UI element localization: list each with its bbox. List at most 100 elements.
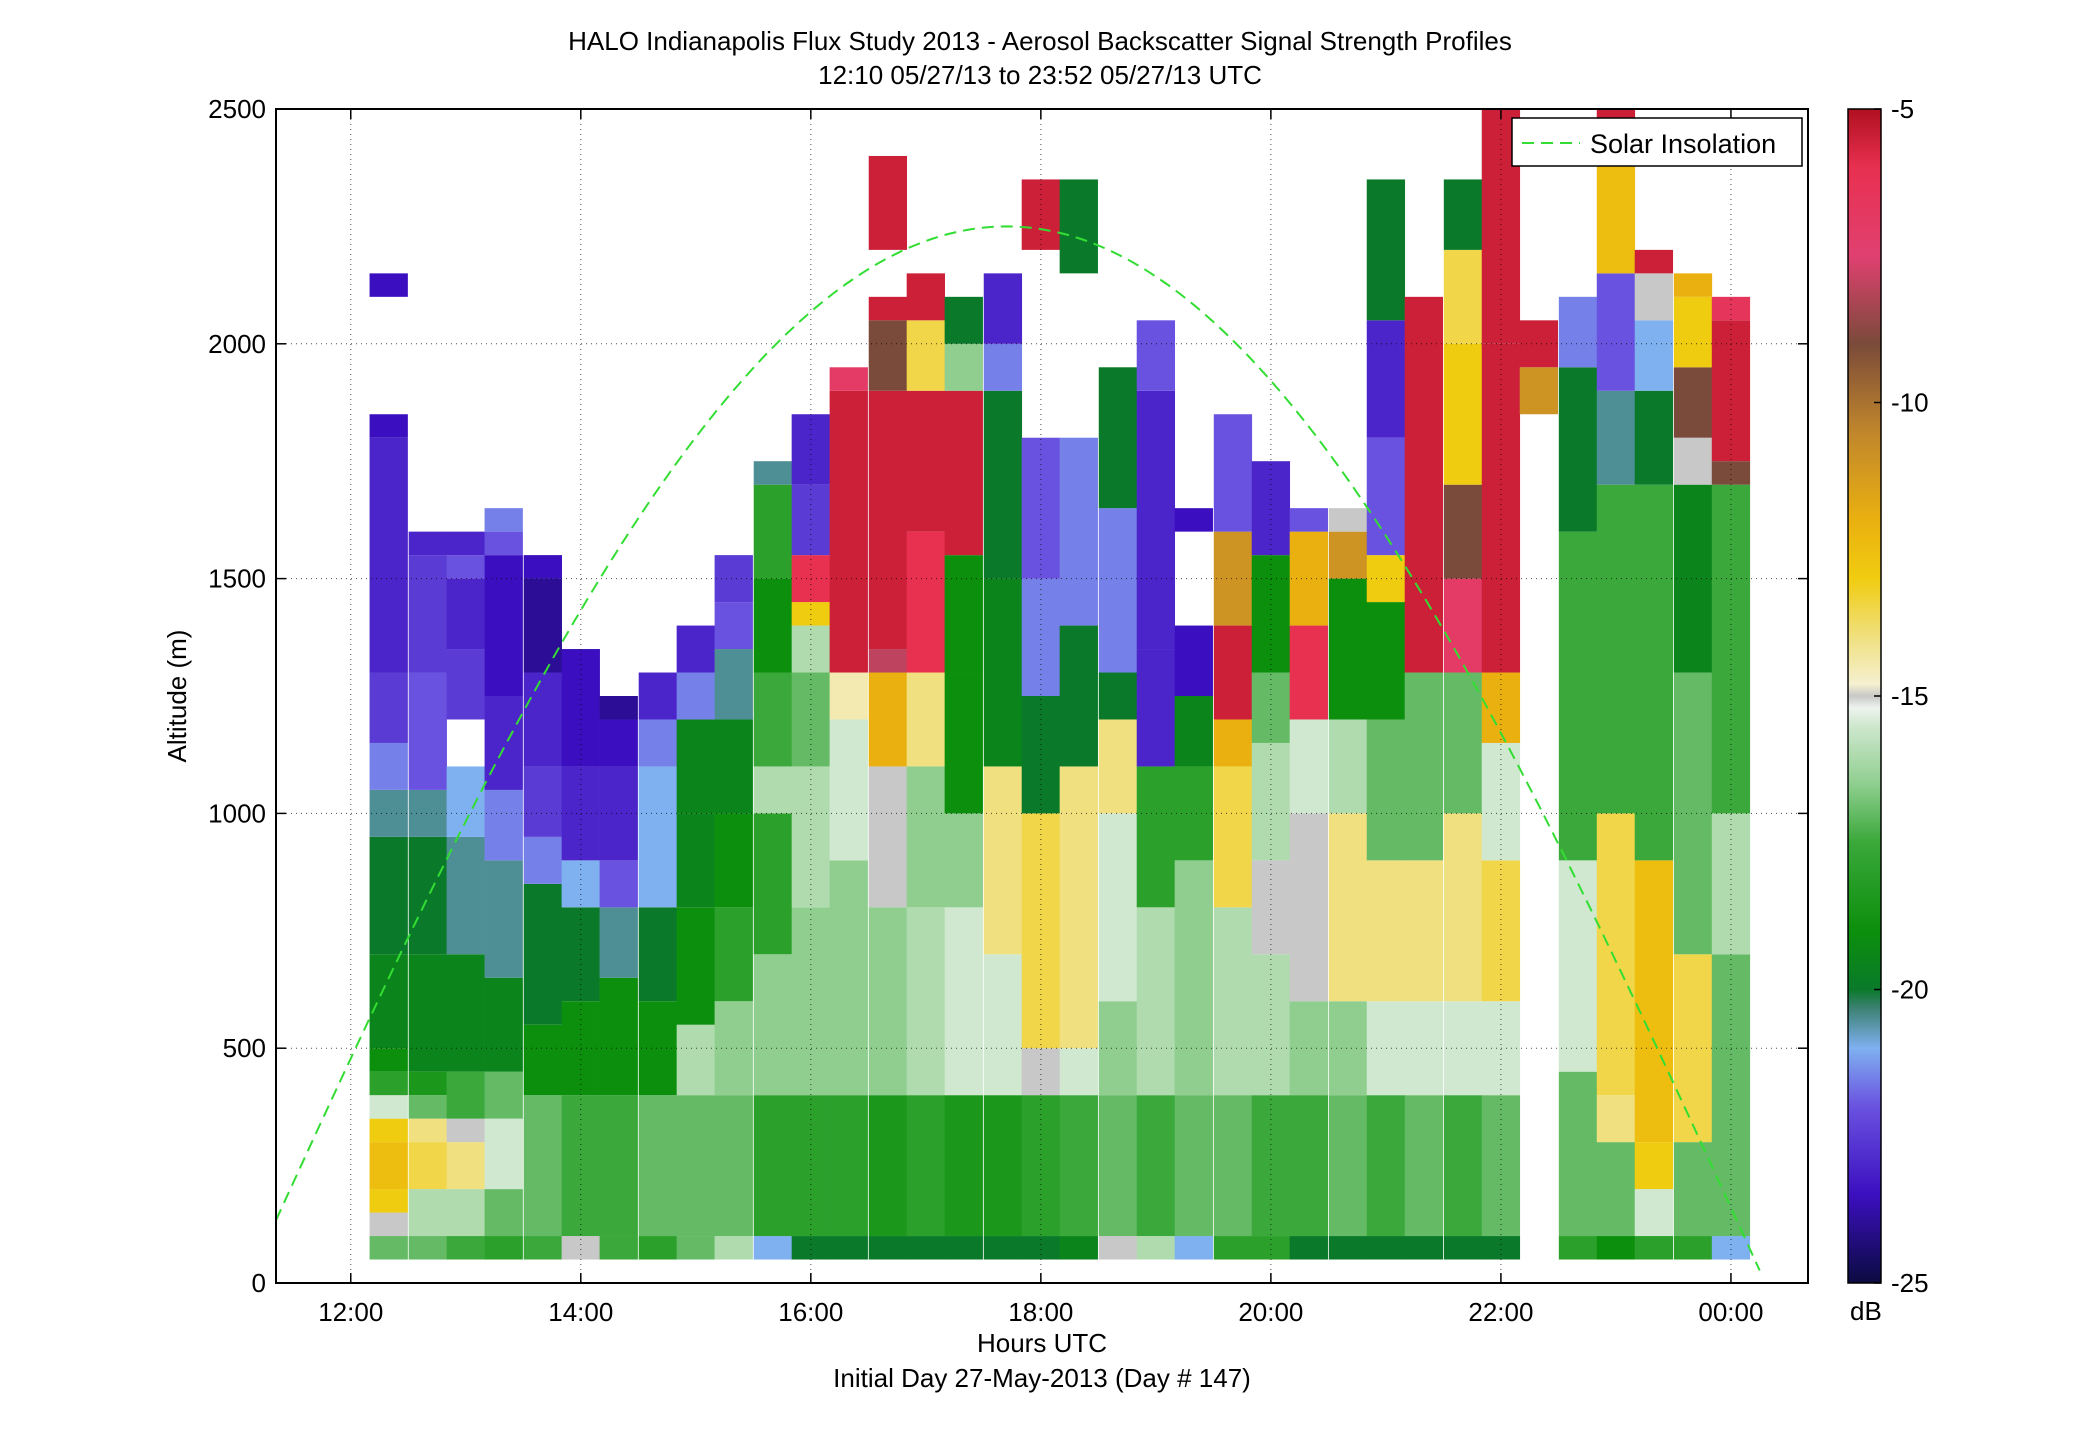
heatmap-cell <box>1136 320 1176 391</box>
heatmap-cell <box>1098 672 1138 720</box>
heatmap-cell <box>753 813 793 955</box>
heatmap-cell <box>446 954 485 1072</box>
heatmap-cell <box>1098 508 1138 673</box>
x-tick-label: 00:00 <box>1698 1297 1763 1327</box>
heatmap-cell <box>1519 320 1559 368</box>
heatmap-cell <box>484 977 523 1072</box>
heatmap-cell <box>1634 320 1674 391</box>
heatmap-cell <box>369 789 408 837</box>
heatmap-cell <box>369 836 408 955</box>
heatmap-cell <box>369 1212 408 1237</box>
heatmap-cell <box>714 1001 753 1096</box>
y-tick-label: 1500 <box>208 564 266 594</box>
x-tick-label: 14:00 <box>548 1297 613 1327</box>
heatmap-cell <box>829 1236 868 1260</box>
heatmap-cell <box>523 1236 562 1260</box>
heatmap-cell <box>446 836 485 955</box>
colorbar-unit: dB <box>1850 1296 1882 1326</box>
heatmap-cell <box>523 1095 562 1237</box>
legend-entry-solar-insolation: Solar Insolation <box>1590 129 1776 159</box>
heatmap-cell <box>1404 860 1443 1002</box>
heatmap-cell <box>714 1095 753 1237</box>
heatmap-cell <box>1366 1095 1406 1237</box>
heatmap-cell <box>408 1095 447 1119</box>
heatmap-cell <box>906 531 945 673</box>
heatmap-cell <box>906 390 945 532</box>
heatmap-cell <box>1213 625 1253 720</box>
heatmap-cell <box>944 907 983 1096</box>
heatmap-cell <box>791 1095 830 1237</box>
heatmap-cell <box>868 766 908 908</box>
heatmap-cell <box>408 672 447 790</box>
heatmap-cell <box>829 860 868 1096</box>
heatmap-cell <box>638 672 677 720</box>
heatmap-cell <box>484 789 523 861</box>
heatmap-cell <box>1443 672 1483 814</box>
heatmap-cell <box>369 1142 408 1190</box>
heatmap-cell <box>561 766 600 861</box>
heatmap-cell <box>1558 1236 1598 1260</box>
heatmap-cell <box>1596 1236 1636 1260</box>
grid-lines <box>276 109 1808 1283</box>
heatmap-cell <box>1136 907 1176 1096</box>
heatmap-cell <box>1021 437 1060 579</box>
heatmap-cell <box>944 672 983 814</box>
heatmap-cell <box>1213 414 1253 532</box>
heatmap-cell <box>523 578 562 673</box>
heatmap-cell <box>714 649 753 720</box>
heatmap-cell <box>1213 766 1253 908</box>
heatmap-cell <box>484 555 523 696</box>
heatmap-cell <box>1328 508 1368 532</box>
heatmap-cell <box>1673 273 1713 297</box>
heatmap-cell <box>1021 1095 1060 1237</box>
x-tick-label: 18:00 <box>1008 1297 1073 1327</box>
heatmap-cell <box>1136 1236 1176 1260</box>
heatmap-cell <box>1673 367 1713 438</box>
heatmap-cell <box>408 1142 447 1190</box>
heatmap-cell <box>1443 1236 1483 1260</box>
heatmap-cell <box>714 813 753 908</box>
heatmap-cell <box>791 766 830 908</box>
heatmap-cell <box>868 390 908 650</box>
heatmap-cell <box>523 766 562 837</box>
heatmap-cell <box>1328 813 1368 1002</box>
heatmap-cell <box>1673 1142 1713 1237</box>
heatmap-cell <box>1481 1001 1521 1096</box>
heatmap-cell <box>1174 766 1213 861</box>
heatmap-cell <box>1174 1095 1213 1237</box>
heatmap-cell <box>1059 625 1098 767</box>
heatmap-cell <box>944 390 983 556</box>
heatmap-cell <box>1596 273 1636 391</box>
chart-subtitle: 12:10 05/27/13 to 23:52 05/27/13 UTC <box>818 60 1262 90</box>
heatmap-cell <box>369 1189 408 1213</box>
heatmap-cell <box>1366 555 1406 603</box>
heatmap-cell <box>1481 860 1521 1002</box>
heatmap-cell <box>484 1189 523 1237</box>
heatmap-cell <box>484 508 523 532</box>
heatmap-cell <box>983 1236 1023 1260</box>
heatmap-cell <box>1098 1095 1138 1237</box>
heatmap-cell <box>906 1236 945 1260</box>
heatmap-cell <box>369 414 408 438</box>
heatmap-cell <box>1443 1001 1483 1096</box>
heatmap-cell <box>446 555 485 579</box>
heatmap-cell <box>1404 1236 1443 1260</box>
heatmap-cell <box>944 1236 983 1260</box>
heatmap-cell <box>868 155 908 250</box>
heatmap-cell <box>446 766 485 837</box>
y-tick-label: 500 <box>223 1033 266 1063</box>
heatmap-cell <box>1366 1001 1406 1096</box>
heatmap-cell <box>868 649 908 673</box>
heatmap-cell <box>753 672 793 767</box>
heatmap-cell <box>1558 531 1598 861</box>
heatmap-cell <box>523 1024 562 1096</box>
heatmap-cell <box>369 1118 408 1143</box>
heatmap-cell <box>676 1024 715 1096</box>
heatmap-cell <box>1634 1189 1674 1237</box>
heatmap-cell <box>561 1236 600 1260</box>
heatmap-cell <box>1059 1095 1098 1237</box>
heatmap-cell <box>753 578 793 673</box>
heatmap-cell <box>1136 649 1176 767</box>
heatmap-cell <box>446 1071 485 1119</box>
